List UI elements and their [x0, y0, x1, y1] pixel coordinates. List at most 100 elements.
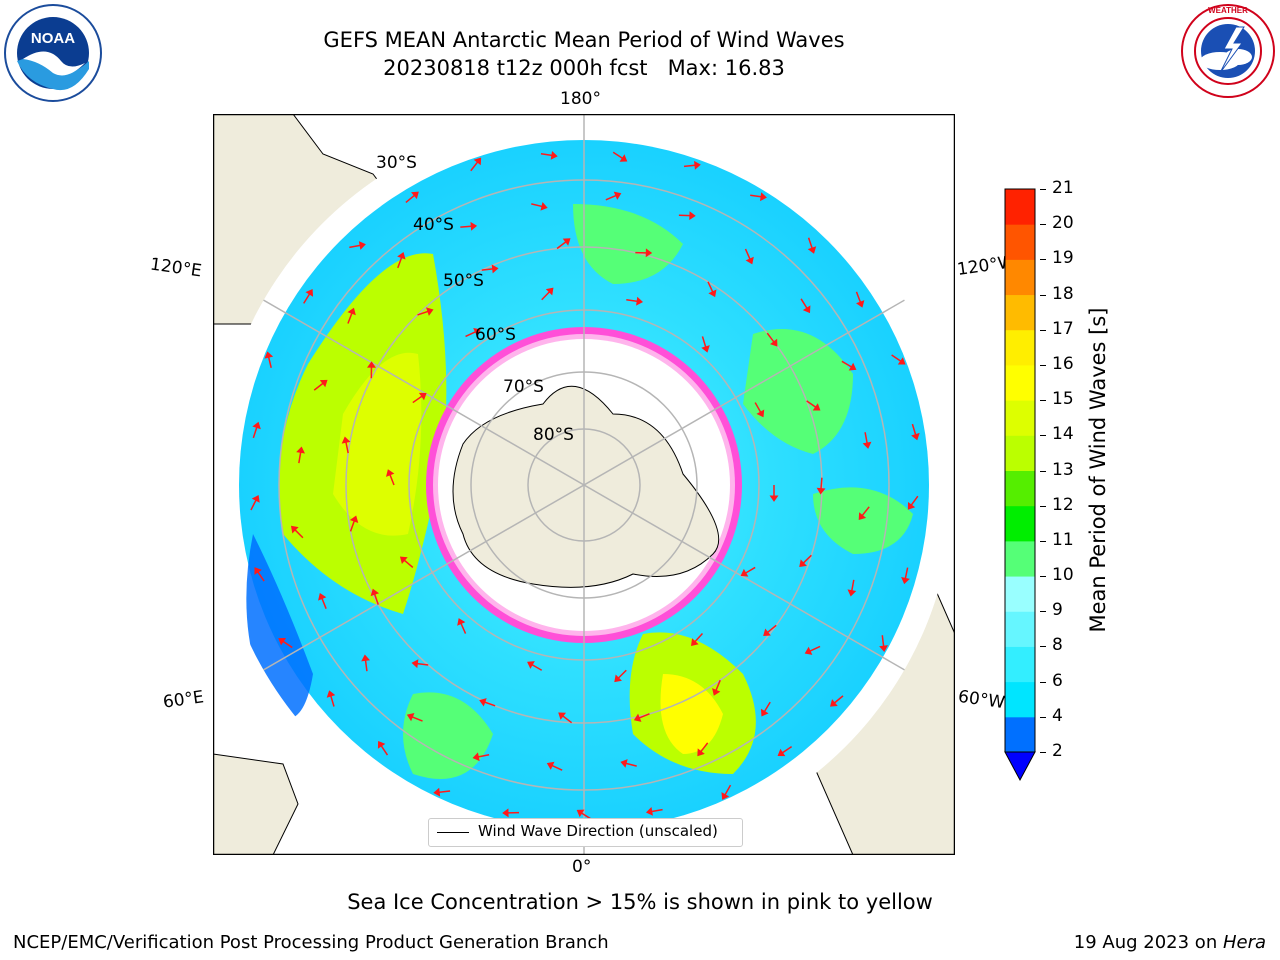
- wind-wave-arrowhead: [358, 241, 366, 250]
- wind-wave-arrow: [330, 695, 335, 707]
- wind-wave-arrowhead: [701, 345, 710, 353]
- wind-wave-arrowhead: [620, 759, 628, 768]
- colorbar-tick-label: 8: [1052, 635, 1063, 656]
- colorbar-segment: [1005, 224, 1035, 260]
- wind-wave-arrow: [541, 291, 550, 301]
- wind-wave-arrowhead: [397, 252, 406, 260]
- map-legend: Wind Wave Direction (unscaled): [428, 818, 743, 847]
- colorbar-tick-mark: [1040, 646, 1046, 648]
- wind-wave-arrow: [910, 495, 919, 506]
- wind-wave-arrow: [531, 203, 543, 208]
- parallel-label-50s: 50°S: [443, 271, 484, 291]
- footer-date-text: 19 Aug 2023 on: [1073, 932, 1223, 953]
- wind-wave-arrow: [298, 452, 302, 464]
- wind-wave-arrows: [250, 150, 920, 820]
- wind-wave-arrowhead: [636, 296, 643, 306]
- colorbar-tick-label: 13: [1052, 459, 1074, 480]
- wind-wave-arrow: [551, 764, 563, 771]
- colorbar-segment: [1005, 400, 1035, 436]
- wind-wave-arrow: [800, 298, 808, 309]
- wind-wave-arrowhead: [386, 469, 395, 477]
- colorbar-tick-label: 11: [1052, 529, 1074, 550]
- wind-wave-arrowhead: [305, 289, 314, 297]
- wind-wave-arrowhead: [319, 379, 328, 388]
- noaa-logo: NOAA: [4, 4, 102, 102]
- wind-wave-arrow: [700, 742, 709, 753]
- wind-wave-arrowhead: [614, 674, 622, 683]
- meridian-label-120e: 120°E: [148, 254, 203, 282]
- colorbar-tick-mark: [1040, 752, 1046, 753]
- wind-wave-arrow: [531, 664, 543, 671]
- wind-wave-arrow: [252, 427, 258, 439]
- footer-date: 19 Aug 2023 on Hera: [1074, 932, 1266, 953]
- wind-wave-arrow: [478, 754, 490, 758]
- colorbar-tick-label: 2: [1052, 741, 1063, 761]
- wind-wave-arrow: [481, 268, 493, 271]
- noaa-logo-text: NOAA: [31, 30, 75, 47]
- colorbar-tick-mark: [1040, 576, 1046, 578]
- wind-wave-arrowhead: [296, 446, 305, 454]
- wind-wave-arrow: [562, 715, 573, 724]
- colorbar-tick-label: 15: [1052, 389, 1074, 410]
- wind-wave-arrow: [626, 299, 638, 302]
- nws-logo: WEATHER: [1181, 4, 1275, 98]
- wind-wave-arrowhead: [756, 409, 765, 418]
- wind-wave-arrow: [617, 669, 627, 679]
- wind-wave-arrowhead: [847, 589, 857, 597]
- colorbar-tick-label: 16: [1052, 353, 1074, 374]
- wind-wave-arrowhead: [433, 787, 441, 797]
- legend-label: Wind Wave Direction (unscaled): [478, 822, 718, 840]
- wind-wave-arrowhead: [613, 191, 622, 200]
- wind-wave-arrow: [417, 310, 429, 316]
- colorbar-tick-label: 21: [1052, 178, 1074, 198]
- sea-ice-note: Sea Ice Concentration > 15% is shown in …: [347, 890, 933, 914]
- wind-wave-arrowhead: [901, 577, 910, 585]
- wind-wave-arrow: [465, 331, 476, 338]
- wind-wave-arrowhead: [645, 248, 653, 258]
- polar-map: 30°S 40°S 50°S 60°S 70°S 80°S: [213, 114, 955, 855]
- wind-wave-arrow: [766, 332, 775, 343]
- wind-wave-arrow: [651, 808, 663, 813]
- wind-wave-arrow: [855, 291, 862, 303]
- wind-wave-arrow: [403, 559, 414, 569]
- wind-wave-arrow: [612, 151, 623, 159]
- wind-wave-arrow: [470, 161, 479, 172]
- colorbar-tick-label: 6: [1052, 670, 1063, 691]
- wind-wave-arrowhead: [856, 300, 865, 308]
- wind-wave-arrow: [257, 571, 265, 582]
- footer-credit: NCEP/EMC/Verification Post Processing Pr…: [13, 932, 609, 953]
- colorbar-tick-label: 9: [1052, 600, 1063, 621]
- colorbar-tick-mark: [1040, 470, 1046, 472]
- wind-wave-arrow: [851, 579, 855, 591]
- wind-wave-arrow: [754, 402, 762, 413]
- wind-wave-arrow: [820, 477, 823, 489]
- wind-wave-arrow: [405, 194, 415, 204]
- parallel-label-30s: 30°S: [376, 153, 417, 173]
- wind-wave-arrowhead: [502, 808, 509, 818]
- colorbar-segment: [1005, 294, 1035, 331]
- colorbar-tick-label: 12: [1052, 494, 1074, 515]
- wind-wave-arrow: [767, 624, 777, 633]
- wind-wave-arrow: [807, 237, 813, 249]
- wind-wave-arrow: [834, 695, 844, 704]
- parallel-label-70s: 70°S: [503, 377, 544, 397]
- wind-wave-arrowhead: [406, 712, 415, 722]
- wind-wave-arrowhead: [347, 307, 356, 316]
- wind-wave-arrowhead: [411, 659, 419, 669]
- meridian-label-60w: 60°W: [956, 686, 1007, 714]
- parallel-label-60s: 60°S: [475, 325, 516, 345]
- colorbar-segment: [1005, 435, 1035, 471]
- colorbar-segment: [1005, 259, 1035, 296]
- meridian-label-0: 0°: [572, 857, 592, 877]
- wind-wave-arrow: [321, 598, 327, 609]
- wind-wave-arrowhead: [479, 698, 487, 707]
- wind-wave-arrowhead: [457, 618, 466, 626]
- wind-wave-arrow: [345, 442, 349, 454]
- svg-text:WEATHER: WEATHER: [1208, 6, 1248, 15]
- wind-wave-arrowhead: [318, 593, 327, 601]
- wind-wave-arrowhead: [576, 809, 585, 818]
- wind-wave-arrow: [861, 506, 870, 516]
- wind-wave-arrowhead: [558, 712, 566, 720]
- wind-wave-arrow: [397, 257, 403, 269]
- wind-wave-arrow: [605, 194, 617, 201]
